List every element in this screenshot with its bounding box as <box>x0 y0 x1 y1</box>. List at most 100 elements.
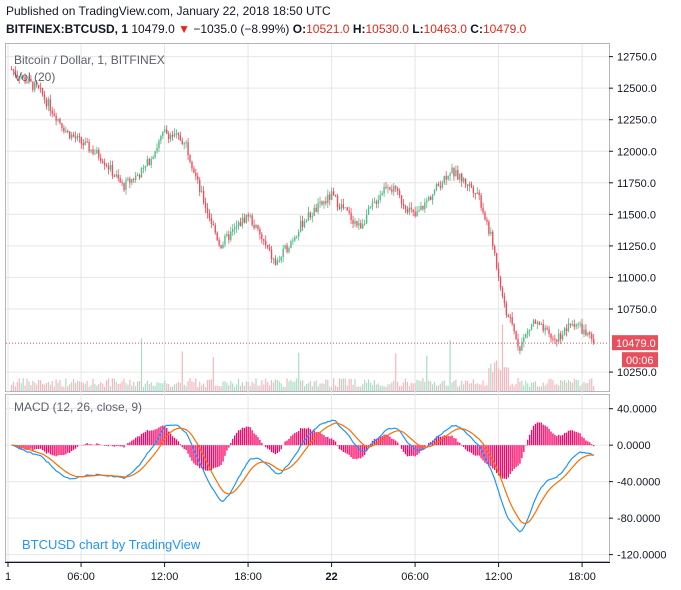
candle-body <box>206 207 209 214</box>
candle-body <box>532 320 535 325</box>
candle-body <box>325 201 327 204</box>
candle-body <box>22 76 24 78</box>
price-axis[interactable]: 12750.0 12500.0 12250.0 12000.0 11750.0 11500… <box>609 52 657 379</box>
candle-body <box>412 209 414 212</box>
candle-body <box>433 189 436 195</box>
candle-body <box>371 202 374 207</box>
candle-body <box>68 131 71 139</box>
candle-body <box>103 162 106 166</box>
last-price: 10479.0 <box>131 22 175 36</box>
candle-body <box>164 129 166 132</box>
candle-body <box>47 99 50 107</box>
candle-body <box>420 205 422 211</box>
candle-body <box>476 192 478 194</box>
macd-tick-label: -80.0000 <box>617 513 660 525</box>
candle-body <box>523 337 525 343</box>
candle-body <box>228 234 230 240</box>
candle-body <box>204 202 207 208</box>
candle-body <box>150 159 152 165</box>
candle-body <box>36 82 38 86</box>
time-tick-label: 06:00 <box>67 571 95 583</box>
candle-body <box>259 228 261 235</box>
candle-body <box>111 164 114 176</box>
macd-tick-label: -120.0000 <box>617 550 667 562</box>
candle-body <box>416 211 418 217</box>
published-line: Published on TradingView.com, January 22… <box>6 4 331 18</box>
candle-body <box>24 76 26 83</box>
candle-body <box>232 229 234 232</box>
open-label: O: <box>292 22 307 36</box>
candle-body <box>303 221 306 227</box>
candle-body <box>208 213 211 219</box>
candle-body <box>437 183 440 187</box>
candle-body <box>428 197 430 201</box>
candle-body <box>567 323 570 331</box>
candle-body <box>513 324 515 332</box>
candle-body <box>579 323 581 325</box>
candle-body <box>28 78 30 83</box>
candle-body <box>88 141 90 152</box>
candle-body <box>505 303 508 316</box>
candle-body <box>70 134 73 139</box>
candle-body <box>375 201 378 204</box>
candle-body <box>247 214 249 217</box>
candle-body <box>268 247 271 250</box>
candle-body <box>414 211 416 217</box>
candle-body <box>286 245 288 252</box>
candle-body <box>530 324 533 330</box>
price-pane-title: Bitcoin / Dollar, 1, BITFINEX <box>14 53 165 67</box>
candle-body <box>348 210 350 213</box>
candle-body <box>499 277 502 288</box>
candle-body <box>101 161 104 163</box>
price-tick-label: 12500.0 <box>617 83 657 95</box>
candle-body <box>167 133 170 140</box>
candle-body <box>490 231 492 234</box>
candle-body <box>525 333 527 338</box>
candle-body <box>342 204 345 208</box>
candle-body <box>144 165 147 168</box>
candle-body <box>265 240 267 245</box>
macd-line <box>11 419 595 533</box>
candle-body <box>554 338 556 340</box>
candle-body <box>393 186 395 192</box>
candle-body <box>484 212 486 220</box>
candle-body <box>134 175 137 180</box>
price-tick-label: 12000.0 <box>617 146 657 158</box>
candle-body <box>109 164 112 170</box>
candle-body <box>431 194 434 200</box>
close-value: 10479.0 <box>482 22 527 36</box>
candle-body <box>521 342 523 351</box>
candle-body <box>224 235 226 245</box>
candle-body <box>45 99 48 107</box>
macd-axis[interactable]: 40.0000 0.0000 -40.0000 -80.0000 -120.0000 <box>609 404 667 562</box>
candle-body <box>181 140 183 144</box>
candle-body <box>117 174 119 179</box>
candle-body <box>540 324 542 326</box>
candle-body <box>288 248 290 252</box>
candle-body <box>373 201 376 203</box>
candle-body <box>402 203 405 206</box>
candle-body <box>424 202 426 210</box>
candle-body <box>299 220 302 232</box>
candle-body <box>148 159 150 165</box>
candle-body <box>297 231 300 237</box>
last-price-tag <box>612 335 658 351</box>
candle-body <box>313 207 315 217</box>
candle-body <box>266 244 269 248</box>
volume-bars <box>10 324 595 391</box>
candle-body <box>457 170 459 180</box>
price-tick-label: 10250.0 <box>617 367 657 379</box>
candle-body <box>330 191 333 200</box>
candle-body <box>336 195 339 208</box>
candle-body <box>410 207 412 210</box>
candle-body <box>162 131 164 137</box>
candle-body <box>334 195 337 197</box>
candle-body <box>363 223 366 225</box>
candle-body <box>49 99 51 111</box>
candle-body <box>358 223 360 226</box>
watermark: BTCUSD chart by TradingView <box>22 537 201 552</box>
candle-body <box>222 244 224 249</box>
time-axis[interactable]: 1 06:00 12:00 18:00 22 06:00 12:00 18:00 <box>5 562 596 583</box>
candle-body <box>377 200 379 204</box>
